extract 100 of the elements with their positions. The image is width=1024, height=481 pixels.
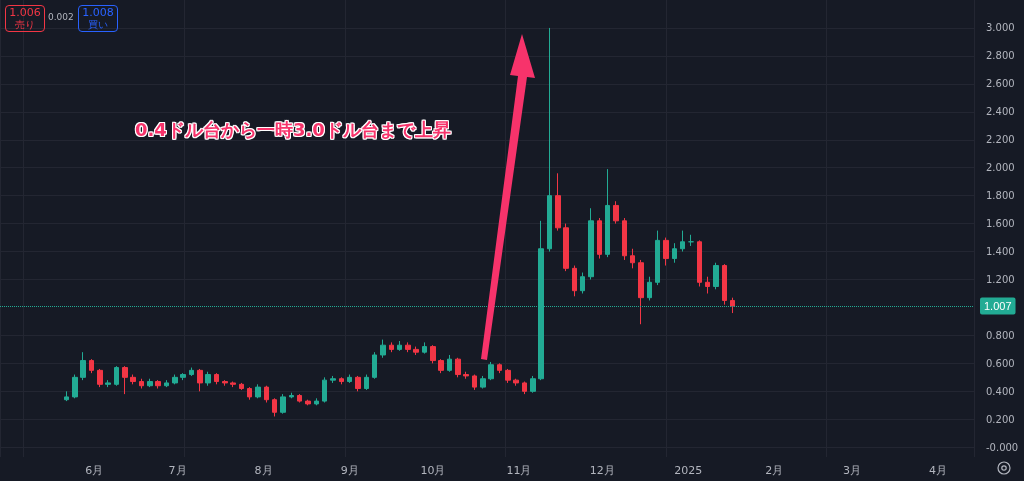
annotation: 1.006	[8, 6, 42, 19]
candlestick	[697, 239, 702, 287]
candlestick	[463, 371, 469, 380]
candlestick	[655, 230, 660, 286]
x-tick-label: 6月	[85, 464, 104, 477]
candlestick	[430, 344, 436, 364]
y-tick-label: 2.400	[986, 106, 1015, 118]
candlestick	[64, 390, 69, 402]
candlestick	[472, 374, 477, 391]
y-tick-label: -0.000	[986, 441, 1019, 453]
candlestick	[97, 368, 103, 388]
annotation: 1.008	[81, 6, 115, 19]
candlestick	[713, 262, 719, 290]
candlestick	[155, 379, 161, 390]
x-tick-label: 9月	[340, 464, 359, 477]
x-tick-label: 12月	[589, 464, 615, 477]
x-tick-label: 8月	[254, 464, 273, 477]
candlestick	[289, 392, 294, 399]
y-tick-label: 2.000	[986, 162, 1015, 174]
candlestick	[355, 375, 361, 392]
candlestick	[147, 378, 153, 388]
candlestick	[197, 368, 203, 392]
candlestick	[397, 340, 402, 352]
annotation: 売り	[14, 19, 36, 31]
y-tick-label: 0.200	[986, 413, 1015, 425]
candlestick	[264, 385, 269, 403]
candlestick	[663, 237, 669, 267]
candlestick	[488, 361, 494, 381]
candlestick	[272, 397, 277, 417]
y-tick-label: 2.800	[986, 50, 1015, 62]
candlestick	[480, 375, 486, 390]
candlestick	[497, 362, 502, 374]
y-tick-label: 2.200	[986, 134, 1015, 146]
y-tick-label: 1.800	[986, 190, 1015, 202]
candlestick	[139, 378, 144, 390]
ref-line-label: 1.007	[984, 300, 1012, 313]
x-tick-label: 4月	[928, 464, 947, 477]
candlestick	[447, 354, 452, 373]
candlestick	[605, 168, 610, 258]
y-tick-label: 1.600	[986, 218, 1015, 230]
y-tick-label: 2.600	[986, 78, 1015, 90]
candlestick	[122, 365, 128, 395]
candlestick	[572, 265, 577, 297]
candlestick	[80, 351, 86, 381]
candlestick	[380, 339, 386, 359]
candlestick	[247, 386, 252, 401]
candlestick	[205, 371, 211, 387]
candlestick	[180, 372, 186, 381]
y-tick-label: 0.800	[986, 329, 1015, 341]
candlestick	[405, 341, 411, 353]
annotation: 0.002	[47, 12, 75, 22]
y-tick-label: 1.400	[986, 246, 1015, 258]
candlestick	[647, 276, 652, 301]
candlestick	[72, 374, 78, 399]
candlestick	[322, 376, 327, 403]
candlestick	[105, 379, 111, 388]
candlestick	[505, 368, 511, 384]
candlestick	[563, 223, 569, 272]
annotation: 買い	[87, 19, 109, 31]
candlestick	[164, 379, 169, 388]
candlestick	[255, 383, 261, 399]
candlestick	[672, 242, 677, 264]
candlestick	[730, 297, 735, 314]
candlestick	[172, 374, 178, 385]
candlestick	[597, 217, 602, 260]
candlestick	[89, 358, 94, 374]
candlestick	[705, 276, 710, 294]
y-tick-label: 3.000	[986, 22, 1015, 34]
candlestick	[389, 341, 394, 353]
candlestick	[555, 172, 561, 232]
candlestick	[230, 381, 236, 388]
candlestick	[613, 200, 619, 225]
candlestick	[722, 263, 727, 306]
candlestick	[547, 27, 552, 253]
candlestick	[413, 346, 419, 356]
candlestick	[622, 217, 627, 261]
candlestick	[130, 374, 136, 385]
candlestick	[189, 367, 194, 377]
x-tick-label: 11月	[506, 464, 532, 477]
candlestick	[239, 382, 244, 391]
y-tick-label: 1.200	[986, 274, 1015, 286]
x-tick-label: 10月	[420, 464, 446, 477]
candlestick	[688, 234, 694, 247]
y-tick-label: 0.600	[986, 357, 1015, 369]
candlestick	[455, 357, 461, 378]
x-tick-label: 7月	[168, 464, 187, 477]
annotation: 0.4ドル台から一時3.0ドル台まで上昇	[135, 118, 451, 142]
candlestick	[680, 230, 685, 253]
candlestick	[588, 207, 594, 281]
candlestick	[522, 381, 527, 395]
x-tick-label: 2025	[674, 464, 703, 477]
candlestick	[222, 379, 228, 387]
candlestick	[314, 397, 319, 406]
candlestick	[305, 399, 311, 406]
candlestick	[580, 272, 585, 294]
candlestick	[347, 374, 352, 384]
candlestick	[114, 365, 119, 387]
candlestick	[638, 259, 644, 325]
candlestick	[297, 393, 302, 403]
candlestick	[530, 375, 536, 394]
